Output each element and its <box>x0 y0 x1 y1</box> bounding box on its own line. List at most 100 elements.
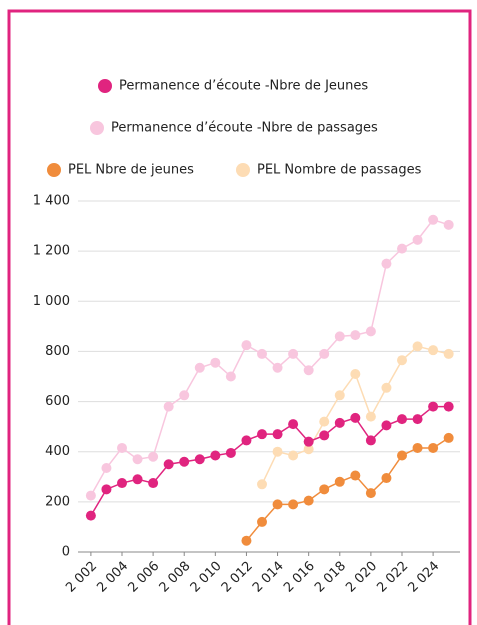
data-point <box>303 495 314 506</box>
data-point <box>319 416 330 427</box>
data-point <box>381 473 392 484</box>
x-tick-label: 2 014 <box>250 559 287 596</box>
data-point <box>272 499 283 510</box>
legend-marker <box>90 121 104 135</box>
legend-marker <box>236 163 250 177</box>
data-point <box>397 355 407 366</box>
data-point <box>443 348 454 359</box>
data-point <box>117 442 127 453</box>
data-point <box>288 419 299 430</box>
data-point <box>194 362 205 373</box>
legend-label: PEL Nombre de passages <box>257 163 422 178</box>
y-tick-label: 0 <box>62 545 70 560</box>
data-point <box>117 478 127 489</box>
data-point <box>397 414 407 425</box>
data-point <box>288 450 299 461</box>
data-point <box>179 456 190 467</box>
x-tick-label: 2 018 <box>312 559 349 596</box>
data-point <box>334 417 345 428</box>
data-point <box>241 340 252 351</box>
series-line <box>90 218 449 496</box>
data-point <box>101 463 112 474</box>
data-point <box>257 516 267 527</box>
data-point <box>101 484 112 495</box>
data-point <box>257 348 267 359</box>
data-point <box>303 436 314 447</box>
data-point <box>241 535 252 546</box>
data-point <box>381 420 392 431</box>
data-point <box>381 382 392 393</box>
data-point <box>412 234 423 245</box>
data-point <box>319 484 330 495</box>
data-point <box>350 470 361 481</box>
data-point <box>241 435 252 446</box>
data-point <box>350 368 361 379</box>
data-point <box>397 243 407 254</box>
data-point <box>132 474 143 485</box>
x-tick-label: 2 010 <box>188 559 225 596</box>
y-tick-label: 200 <box>45 494 70 509</box>
y-tick-label: 600 <box>45 394 70 409</box>
data-point <box>303 444 314 455</box>
legend-label: PEL Nbre de jeunes <box>68 163 194 178</box>
data-point <box>350 412 361 423</box>
data-point <box>319 348 330 359</box>
data-point <box>85 490 96 501</box>
data-point <box>179 390 190 401</box>
x-tick-label: 2 020 <box>343 559 380 596</box>
data-point <box>272 446 283 457</box>
data-point <box>194 454 205 465</box>
data-point <box>210 357 221 368</box>
data-point <box>428 442 439 453</box>
data-point <box>257 429 267 440</box>
data-point <box>365 435 376 446</box>
frame <box>7 9 472 625</box>
y-tick-label: 800 <box>45 344 70 359</box>
data-point <box>85 510 96 521</box>
x-tick-label: 2 004 <box>94 559 131 596</box>
data-point <box>443 401 454 412</box>
x-tick-label: 2 008 <box>157 559 194 596</box>
data-point <box>443 219 454 230</box>
data-point <box>428 401 439 412</box>
data-point <box>412 442 423 453</box>
legend-label: Permanence d’écoute -Nbre de Jeunes <box>119 79 368 94</box>
data-point <box>288 499 299 510</box>
data-point <box>365 326 376 337</box>
data-point <box>288 348 299 359</box>
data-point <box>412 341 423 352</box>
y-tick-label: 400 <box>45 444 70 459</box>
data-point <box>365 411 376 422</box>
data-point <box>148 478 159 489</box>
data-point <box>257 479 267 490</box>
data-point <box>148 451 159 462</box>
data-point <box>319 430 330 441</box>
data-point <box>272 429 283 440</box>
legend-marker <box>47 163 61 177</box>
data-point <box>428 214 439 225</box>
y-tick-label: 1 400 <box>33 194 70 209</box>
data-point <box>163 459 174 470</box>
data-point <box>132 454 143 465</box>
y-tick-label: 1 200 <box>33 244 70 259</box>
data-point <box>210 450 221 461</box>
data-point <box>381 258 392 269</box>
data-point <box>334 390 345 401</box>
legend-marker <box>98 79 112 93</box>
y-tick-label: 1 000 <box>33 294 70 309</box>
data-point <box>163 401 174 412</box>
x-tick-label: 2 016 <box>281 559 318 596</box>
data-point <box>303 365 314 376</box>
data-point <box>443 432 454 443</box>
legend-label: Permanence d’écoute -Nbre de passages <box>111 121 378 136</box>
data-point <box>334 476 345 487</box>
data-point <box>412 414 423 425</box>
x-tick-label: 2 024 <box>405 559 442 596</box>
data-point <box>272 362 283 373</box>
data-point <box>350 330 361 341</box>
series-line <box>90 405 449 517</box>
data-point <box>225 447 236 458</box>
x-tick-label: 2 012 <box>219 559 256 596</box>
